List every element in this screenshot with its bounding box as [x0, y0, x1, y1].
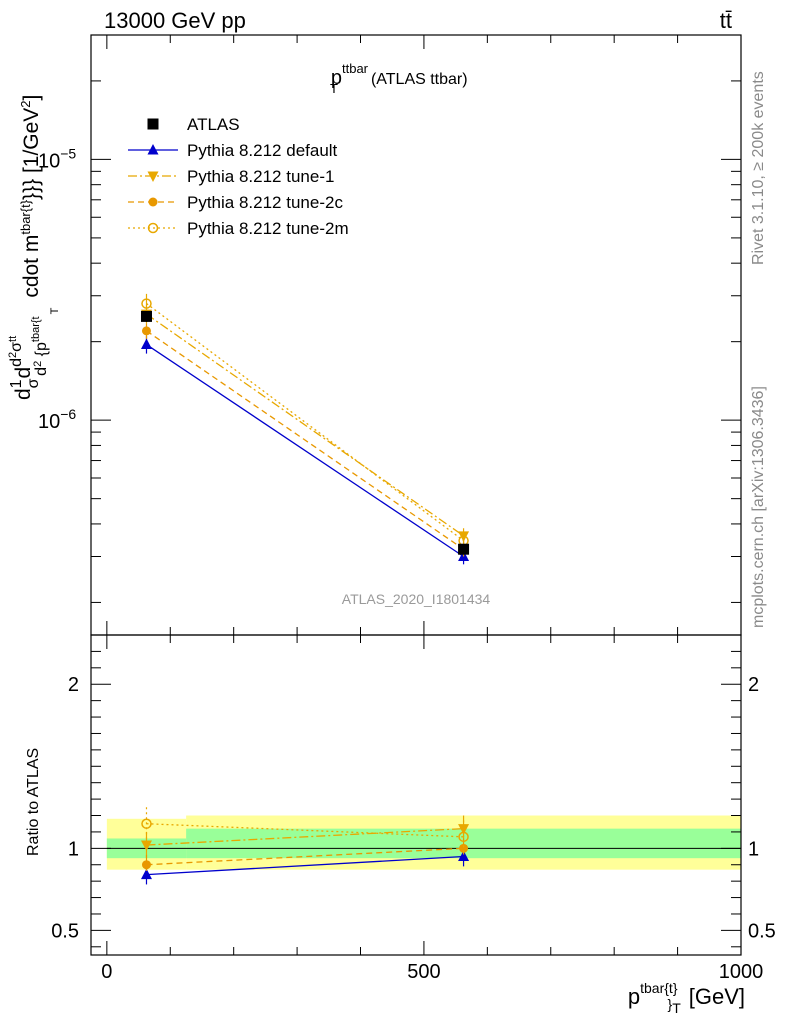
- legend-label: Pythia 8.212 tune-2c: [187, 193, 343, 212]
- legend-label-atlas: ATLAS: [187, 115, 240, 134]
- legend-marker: [147, 171, 159, 182]
- ratio-y-tick-label: 0.5: [51, 920, 79, 942]
- main-series-line: [146, 313, 464, 537]
- main-data-point: [141, 326, 151, 336]
- ratio-y-tick-label-right: 2: [748, 674, 759, 696]
- rivet-version-label: Rivet 3.1.10, ≥ 200k events: [750, 71, 767, 265]
- ratio-y-tick-label: 1: [68, 838, 79, 860]
- legend-item-0: Pythia 8.212 default: [128, 141, 338, 160]
- ratio-series-0: [140, 846, 470, 885]
- mcplots-credit-label: mcplots.cern.ch [arXiv:1306.3436]: [750, 386, 767, 628]
- ratio-series-line: [146, 847, 464, 866]
- x-tick-label: 1000: [719, 961, 764, 983]
- legend-item-atlas: ATLAS: [147, 115, 240, 134]
- legend-marker: [147, 144, 159, 155]
- plot-title-sub: T: [330, 81, 338, 96]
- ratio-y-tick-label-right: 0.5: [748, 920, 776, 942]
- main-series-group: [140, 293, 470, 565]
- main-panel: 10−6 10−5 pttbar T (ATLAS ttbar) ATLAS_2020…: [7, 34, 742, 636]
- legend-label: Pythia 8.212 default: [187, 141, 338, 160]
- ratio-data-point: [140, 868, 152, 880]
- legend-marker: [147, 222, 159, 234]
- legend-marker-atlas: [147, 118, 159, 130]
- main-series-3: [141, 293, 469, 550]
- header-energy-label: 13000 GeV pp: [104, 8, 246, 33]
- main-data-point: [140, 338, 152, 350]
- x-axis-label: ptbar{t}}T [GeV]: [628, 980, 745, 1016]
- ratio-data-point: [458, 850, 470, 862]
- main-data-point: [141, 298, 152, 309]
- ratio-y-tick-label-right: 1: [748, 838, 759, 860]
- ratio-data-point: [141, 860, 151, 870]
- atlas-data-series: [140, 310, 470, 555]
- ratio-frame: [90, 634, 742, 956]
- ratio-data-point: [141, 818, 152, 829]
- ratio-y-tick-label: 2: [68, 674, 79, 696]
- ratio-tick-labels: 0.5 0.5 1 1 2 2 0 500 1000: [51, 674, 776, 983]
- main-series-line: [146, 343, 464, 558]
- ratio-ticks: [91, 635, 742, 955]
- main-series-0: [140, 336, 470, 565]
- atlas-data-point: [140, 310, 152, 322]
- legend-label: Pythia 8.212 tune-1: [187, 167, 334, 186]
- main-series-line: [146, 330, 464, 550]
- legend-label: Pythia 8.212 tune-2m: [187, 219, 349, 238]
- ratio-data-point: [140, 840, 152, 852]
- plot-title-rest: (ATLAS ttbar): [371, 71, 468, 88]
- header-process-label: tt̄: [720, 8, 732, 33]
- watermark-label: ATLAS_2020_I1801434: [342, 591, 491, 607]
- main-tick-labels: 10−6 10−5: [38, 145, 76, 433]
- ratio-series-2: [141, 838, 469, 875]
- ratio-panel: 0.5 0.5 1 1 2 2 0 500 1000 Ratio to ATLAS ptbar{…: [25, 634, 776, 1016]
- ratio-series-group: [140, 807, 470, 885]
- ratio-series-line: [146, 855, 464, 876]
- plot-title-sup: ttbar: [342, 61, 369, 76]
- legend-item-2: Pythia 8.212 tune-2c: [128, 193, 343, 212]
- legend-item-1: Pythia 8.212 tune-1: [128, 167, 334, 186]
- main-series-line: [146, 303, 464, 542]
- ratio-data-point: [459, 843, 469, 853]
- main-ticks: [91, 35, 742, 635]
- x-tick-label: 0: [101, 961, 112, 983]
- legend-marker: [148, 197, 158, 207]
- legend: ATLAS Pythia 8.212 default Pythia 8.212 tu…: [128, 115, 349, 238]
- atlas-data-point: [458, 543, 470, 555]
- ratio-data-point: [458, 831, 469, 843]
- main-y-tick-label: 10−5: [38, 145, 76, 172]
- ratio-data-point: [458, 824, 470, 835]
- ratio-series-line: [146, 827, 464, 846]
- main-series-2: [141, 323, 469, 557]
- main-y-axis-label: d1σdd2σttd2 {ptbar{tTcdot mtbar{t}}}} [1…: [7, 95, 61, 400]
- ratio-series-3: [141, 807, 469, 854]
- ratio-y-axis-label: Ratio to ATLAS: [25, 748, 42, 856]
- x-tick-label: 500: [407, 961, 440, 983]
- plot-title: pttbar T (ATLAS ttbar): [330, 61, 468, 96]
- legend-item-3: Pythia 8.212 tune-2m: [128, 219, 349, 238]
- plot-title-main: p: [331, 67, 342, 89]
- main-y-tick-label: 10−6: [38, 406, 76, 433]
